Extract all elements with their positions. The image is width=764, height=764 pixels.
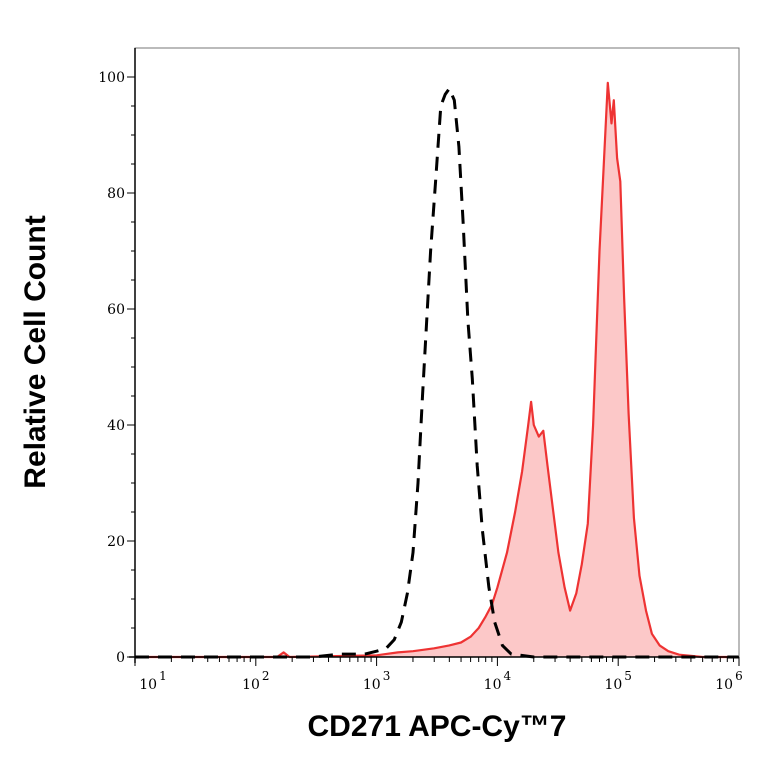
series-1-line <box>135 81 739 659</box>
x-axis-label: CD271 APC-Cy™7 <box>308 710 567 743</box>
series-1-fill <box>135 82 739 658</box>
y-tick-label: 60 <box>107 302 125 318</box>
series-0-line <box>135 87 739 659</box>
y-tick-label: 100 <box>98 70 125 86</box>
y-tick-label: 80 <box>107 186 125 202</box>
y-tick-label: 20 <box>107 534 125 550</box>
y-axis-label: Relative Cell Count <box>19 215 52 488</box>
x-tick-label: 105 <box>604 669 631 693</box>
x-tick-label: 101 <box>139 669 166 693</box>
x-tick-label: 103 <box>363 669 390 693</box>
plot-area <box>135 81 739 659</box>
y-tick-label: 0 <box>116 650 125 666</box>
axes: 0 20 40 60 80 100 101 102 103 104 105 106 <box>98 47 743 693</box>
y-tick-label: 40 <box>107 418 125 434</box>
x-tick-label: 102 <box>242 669 269 693</box>
x-tick-label: 106 <box>715 669 742 693</box>
x-tick-label: 104 <box>484 669 512 693</box>
